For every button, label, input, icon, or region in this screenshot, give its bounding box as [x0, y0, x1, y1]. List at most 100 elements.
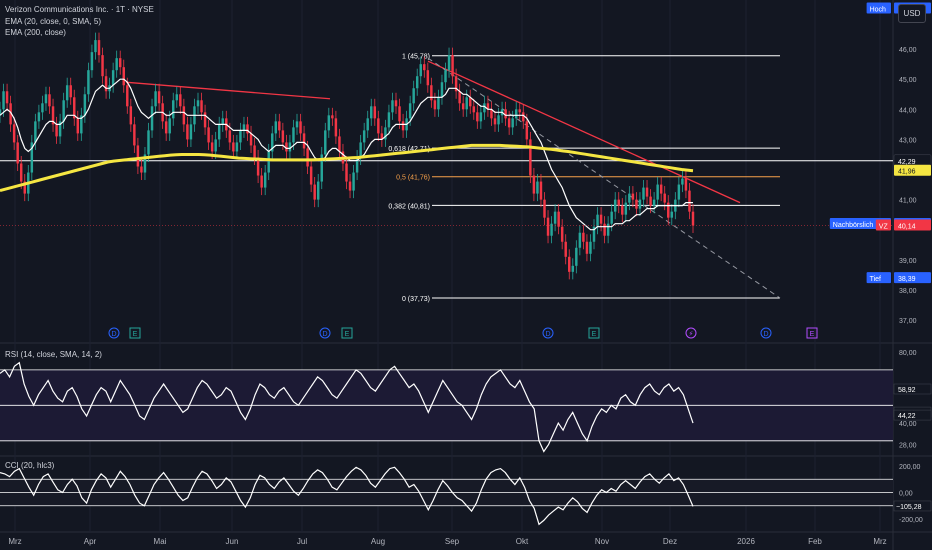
candle-body	[242, 124, 246, 131]
event-marker	[319, 327, 331, 339]
x-tick-label: Feb	[808, 537, 822, 546]
candle-body	[359, 142, 362, 158]
rsi-tick-label: 80,00	[899, 350, 917, 357]
candle-body	[483, 103, 486, 113]
candle-body	[377, 118, 380, 134]
event-marker-label: D	[545, 331, 550, 338]
candle-body	[582, 232, 585, 242]
candle-body	[681, 178, 684, 185]
candle-body	[263, 172, 267, 188]
candle-body	[172, 100, 175, 119]
event-marker-label: D	[111, 331, 116, 338]
price-badge-label: Nachbörslich	[833, 222, 874, 229]
event-marker	[108, 327, 120, 339]
candle-body	[461, 103, 465, 110]
event-marker	[129, 327, 141, 339]
rsi-line	[0, 361, 694, 453]
event-marker-label: E	[345, 331, 350, 338]
candle-body	[575, 247, 578, 266]
event-marker-label: D	[763, 331, 768, 338]
candle-body	[624, 202, 628, 215]
candle-body	[486, 103, 490, 110]
candle-body	[271, 133, 274, 152]
candle-body	[596, 214, 599, 227]
cci-legend[interactable]: CCI (20, hlc3)	[5, 461, 55, 470]
candle-body	[568, 256, 571, 272]
ema200-line	[0, 143, 694, 193]
candle-body	[302, 133, 306, 149]
price-badge	[894, 219, 931, 231]
rsi-legend[interactable]: RSI (14, close, SMA, 14, 2)	[5, 350, 102, 359]
candle-body	[324, 130, 327, 155]
candle-body	[649, 196, 652, 206]
candle-body	[384, 127, 387, 140]
candle-body	[426, 70, 430, 86]
ema20-legend[interactable]: EMA (20, close, 0, SMA, 5)	[5, 17, 102, 26]
candle-body	[278, 121, 281, 131]
candle-body	[48, 94, 51, 107]
candle-body	[267, 151, 270, 173]
candle-body	[476, 112, 479, 122]
candle-body	[143, 154, 147, 173]
symbol-title[interactable]: Verizon Communications Inc. · 1T · NYSE	[5, 5, 154, 14]
candle-body	[553, 211, 557, 224]
candle-body	[585, 241, 589, 254]
candle-body	[87, 70, 90, 95]
candle-body	[638, 199, 642, 209]
price-badge-tag	[866, 2, 891, 14]
candle-body	[560, 226, 564, 242]
rsi-badge-value: 44,22	[898, 413, 916, 420]
candle-body	[617, 199, 620, 206]
candle-body	[253, 145, 256, 158]
candle-body	[97, 40, 101, 56]
price-tick-label: 38,00	[899, 288, 917, 295]
candle-body	[656, 184, 659, 200]
candle-body	[331, 115, 334, 119]
candle-body	[621, 205, 624, 215]
candle-body	[101, 55, 104, 77]
candle-body	[507, 118, 511, 128]
candle-body	[150, 106, 154, 131]
ema200-legend[interactable]: EMA (200, close)	[5, 28, 66, 37]
currency-button[interactable]: USD	[898, 4, 926, 23]
candle-body	[58, 121, 62, 137]
cci-badge	[893, 500, 932, 512]
candle-body	[543, 199, 546, 218]
cci-tick-label: 0,00	[899, 491, 913, 498]
candle-body	[115, 58, 118, 71]
candle-body	[41, 103, 44, 113]
candle-body	[154, 91, 157, 107]
rsi-badge	[893, 409, 932, 421]
candle-body	[479, 112, 483, 122]
x-tick-label: Jul	[297, 537, 307, 546]
price-badge-value: 40,14	[898, 223, 916, 230]
candle-body	[235, 142, 239, 152]
candle-body	[217, 124, 221, 140]
event-marker	[588, 327, 600, 339]
candle-body	[37, 112, 41, 122]
x-tick-label: 2026	[737, 537, 755, 546]
candle-body	[182, 106, 186, 125]
candle-body	[168, 118, 171, 134]
candle-body	[34, 121, 37, 143]
candle-body	[599, 214, 603, 224]
event-marker	[806, 327, 818, 339]
candle-body	[111, 70, 115, 86]
price-badge-tag	[875, 219, 891, 231]
candle-body	[401, 121, 405, 131]
candle-body	[412, 88, 415, 104]
x-tick-label: Nov	[595, 537, 609, 546]
price-tick-label: 37,00	[899, 318, 917, 325]
event-marker-label: E	[810, 331, 815, 338]
candle-body	[497, 115, 500, 125]
candle-body	[157, 91, 161, 104]
event-marker-label: E	[133, 331, 138, 338]
candle-body	[667, 202, 670, 218]
candle-body	[228, 130, 232, 143]
candle-body	[391, 100, 394, 113]
candle-body	[214, 139, 217, 152]
candle-body	[564, 241, 567, 257]
candle-body	[207, 127, 210, 143]
